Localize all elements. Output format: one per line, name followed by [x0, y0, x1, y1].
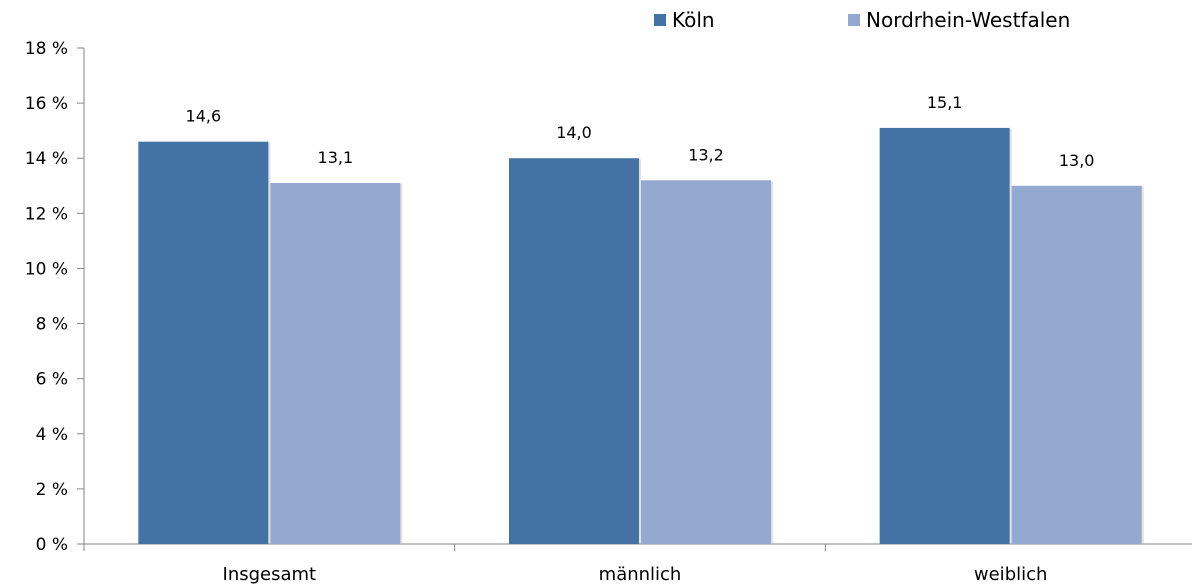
y-tick-label: 6 % — [36, 370, 68, 390]
y-tick-label: 2 % — [36, 480, 68, 500]
legend-label: Köln — [672, 8, 715, 32]
y-tick-label: 12 % — [25, 204, 68, 224]
x-axis: Insgesamt männlich weiblich — [83, 543, 1192, 585]
legend-label: Nordrhein-Westfalen — [866, 8, 1070, 32]
x-tick-label: männlich — [599, 564, 682, 585]
bar — [641, 180, 771, 544]
bar — [270, 183, 401, 544]
y-tick-label: 18 % — [25, 39, 68, 59]
y-tick-label: 14 % — [25, 149, 68, 169]
legend-swatch — [848, 14, 860, 26]
bar — [1011, 185, 1142, 544]
data-label: 14,0 — [556, 123, 592, 142]
data-label: 13,2 — [688, 145, 724, 164]
bar — [879, 127, 1010, 545]
x-tick-label: Insgesamt — [223, 564, 317, 585]
y-axis: 0 % 2 % 4 % 6 % 8 % 10 % 12 % 14 % 16 % 18 % — [25, 39, 85, 555]
data-labels: 14,6 13,1 14,0 13,2 15,1 13,0 — [186, 93, 1095, 170]
y-tick-label: 4 % — [36, 425, 68, 445]
y-tick-label: 8 % — [36, 315, 68, 335]
data-label: 14,6 — [186, 107, 222, 126]
bar — [509, 158, 639, 544]
data-label: 13,0 — [1059, 151, 1095, 170]
y-tick-label: 0 % — [36, 535, 68, 555]
bar — [138, 141, 269, 544]
y-tick-label: 16 % — [25, 94, 68, 114]
legend: Köln Nordrhein-Westfalen — [654, 8, 1070, 32]
data-label: 13,1 — [318, 148, 354, 167]
legend-swatch — [654, 14, 666, 26]
bars — [138, 127, 1144, 545]
x-tick-label: weiblich — [974, 564, 1048, 585]
data-label: 15,1 — [927, 93, 963, 112]
y-tick-label: 10 % — [25, 259, 68, 279]
